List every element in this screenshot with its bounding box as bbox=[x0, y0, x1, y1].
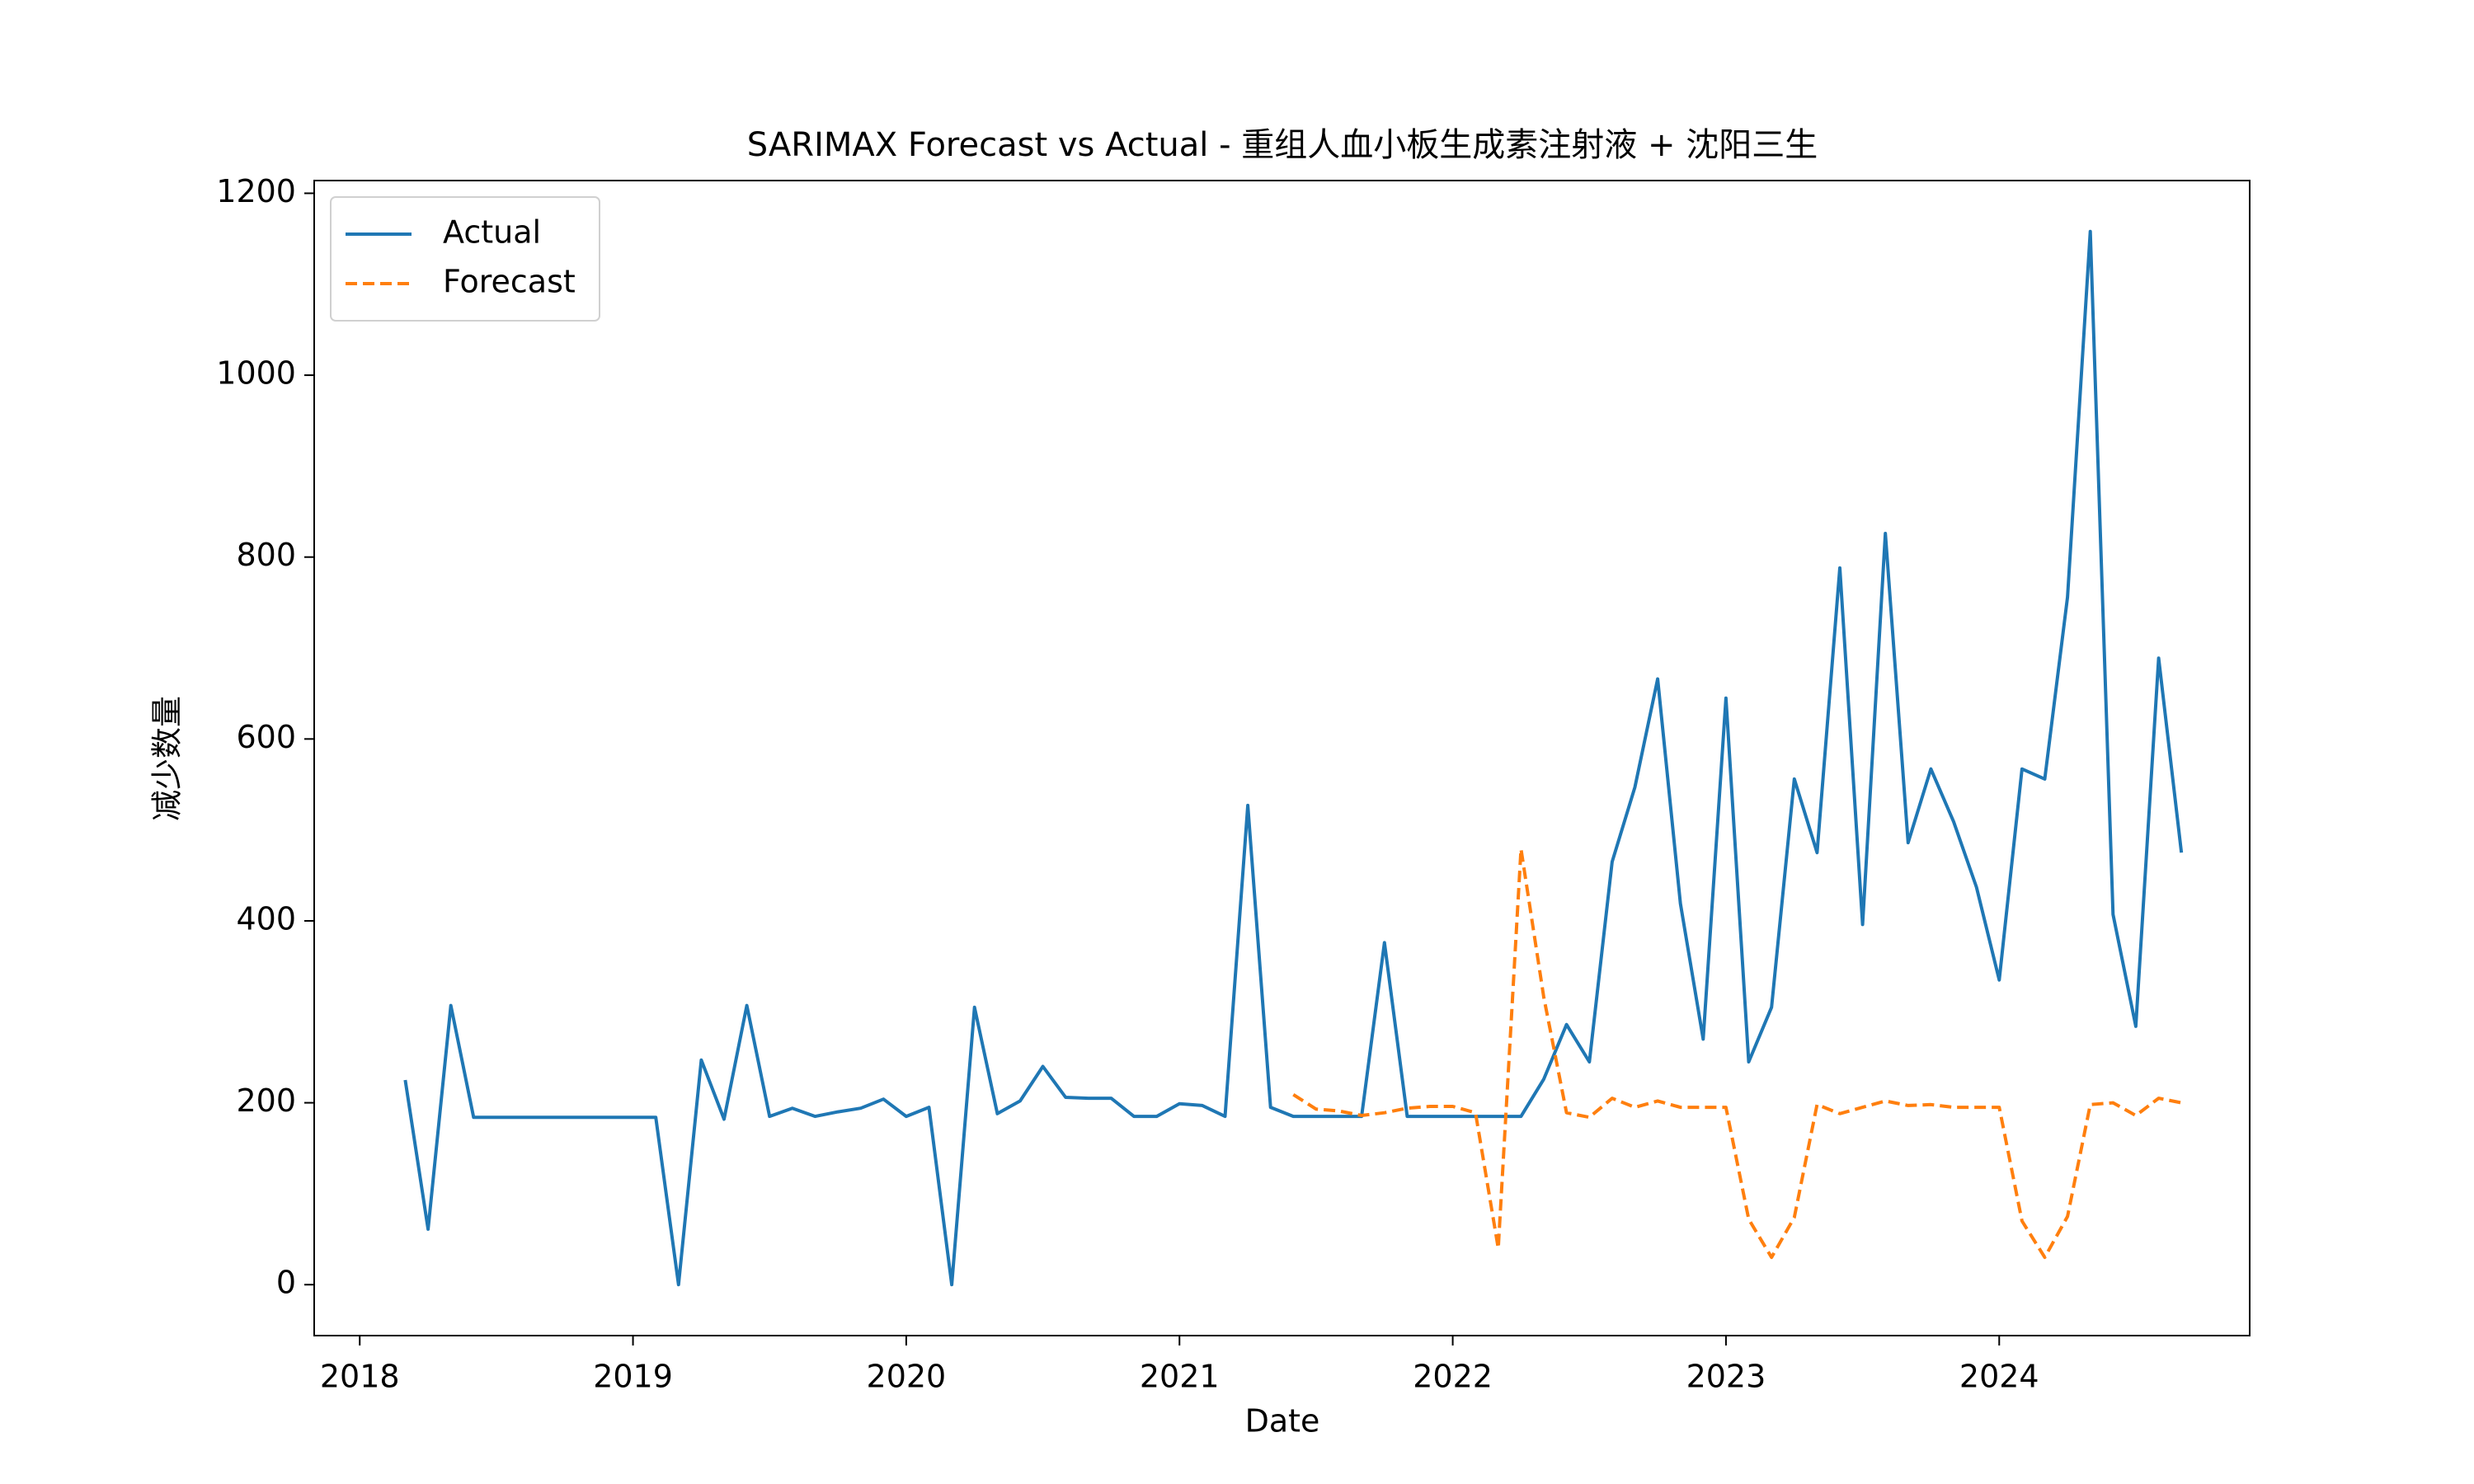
y-tick-label: 0 bbox=[276, 1265, 296, 1301]
y-tick-label: 200 bbox=[236, 1082, 296, 1119]
x-tick-label: 2024 bbox=[1959, 1359, 2039, 1395]
x-axis-label: Date bbox=[1245, 1403, 1320, 1439]
y-tick-label: 800 bbox=[236, 537, 296, 573]
legend-box bbox=[330, 196, 600, 322]
x-tick-label: 2022 bbox=[1413, 1359, 1493, 1395]
y-tick-label: 600 bbox=[236, 719, 296, 755]
y-tick-label: 1000 bbox=[216, 355, 296, 392]
x-tick-label: 2020 bbox=[867, 1359, 947, 1395]
x-tick-label: 2023 bbox=[1686, 1359, 1766, 1395]
legend-label: Forecast bbox=[443, 264, 576, 300]
x-tick-label: 2021 bbox=[1140, 1359, 1220, 1395]
x-tick-label: 2018 bbox=[320, 1359, 400, 1395]
y-tick-label: 400 bbox=[236, 900, 296, 937]
series-line bbox=[1292, 847, 2182, 1260]
plot-frame bbox=[313, 180, 2251, 1336]
y-tick-label: 1200 bbox=[216, 173, 296, 209]
chart-title: SARIMAX Forecast vs Actual - 重组人血小板生成素注射… bbox=[747, 126, 1818, 164]
series-line bbox=[403, 229, 2184, 1287]
x-tick-label: 2019 bbox=[593, 1359, 673, 1395]
legend-label: Actual bbox=[443, 214, 541, 251]
y-axis-label: 减少数量 bbox=[149, 696, 186, 821]
